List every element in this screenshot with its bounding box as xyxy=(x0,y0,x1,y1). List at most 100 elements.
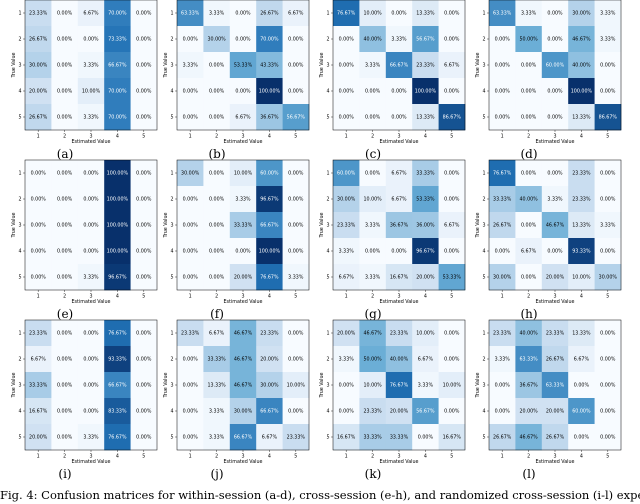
x-tick-label: 3 xyxy=(89,134,92,140)
heatmap-cell xyxy=(359,160,387,187)
y-tick-label: 3 xyxy=(170,223,173,229)
cell-value-label: 23.33% xyxy=(287,435,306,441)
heatmap-cell xyxy=(438,320,466,347)
cell-value-label: 0.00% xyxy=(600,331,616,337)
cell-value-label: 3.33% xyxy=(83,275,99,281)
cell-value-label: 0.00% xyxy=(57,63,73,69)
x-tick-label: 5 xyxy=(450,294,453,300)
y-tick-label: 3 xyxy=(326,383,329,389)
heatmap-cell xyxy=(359,212,387,239)
cell-value-label: 20.00% xyxy=(234,275,253,281)
cell-value-label: 23.33% xyxy=(337,223,356,229)
heatmap-cell xyxy=(568,26,595,53)
cell-value-label: 0.00% xyxy=(547,115,563,121)
cell-value-label: 0.00% xyxy=(495,115,511,121)
x-tick-label: 5 xyxy=(450,134,453,140)
heatmap-cell xyxy=(515,264,543,291)
cell-value-label: 66.67% xyxy=(108,63,127,69)
cell-value-label: 96.67% xyxy=(416,249,435,255)
y-tick-label: 3 xyxy=(170,63,173,69)
heatmap-cell xyxy=(385,78,413,105)
x-tick-label: 5 xyxy=(294,454,297,460)
heatmap-cell xyxy=(229,186,257,213)
heatmap-cell xyxy=(438,78,466,105)
cell-value-label: 93.33% xyxy=(572,249,591,255)
heatmap-cell xyxy=(594,320,622,347)
cell-value-label: 3.33% xyxy=(209,11,225,17)
y-tick-label: 3 xyxy=(482,383,485,389)
heatmap-cell xyxy=(438,0,466,27)
heatmap-cell xyxy=(333,160,360,187)
cell-value-label: 33.33% xyxy=(416,171,435,177)
heatmap-cell xyxy=(130,264,158,291)
cell-value-label: 0.00% xyxy=(136,11,152,17)
cell-value-label: 0.00% xyxy=(57,223,73,229)
panel-b: 63.33% 3.33% 0.00% 26.67% 6.67%0.00% 30.00% 0.… xyxy=(163,0,310,161)
heatmap-cell xyxy=(541,0,569,27)
heatmap-cell xyxy=(594,160,622,187)
heatmap-cell xyxy=(177,186,204,213)
panel-j: 23.33% 6.67% 46.67% 23.33% 0.00%0.00% 33.33% 4… xyxy=(163,319,310,481)
cell-value-label: 76.67% xyxy=(260,275,279,281)
heatmap-cell xyxy=(282,0,310,27)
heatmap-cell xyxy=(256,320,283,347)
heatmap-cell xyxy=(229,398,257,425)
cell-value-label: 0.00% xyxy=(57,171,73,177)
heatmap-cell xyxy=(104,346,131,373)
cell-value-label: 0.00% xyxy=(600,357,616,363)
y-tick-label: 1 xyxy=(482,11,485,17)
heatmap-cell xyxy=(177,212,204,239)
heatmap-cell xyxy=(438,52,466,79)
heatmap-cell xyxy=(333,398,360,425)
cell-value-label: 0.00% xyxy=(136,409,152,415)
cell-value-label: 0.00% xyxy=(521,223,537,229)
heatmap-cell xyxy=(438,238,466,265)
y-tick-label: 2 xyxy=(482,357,485,363)
heatmap-cell xyxy=(25,26,52,53)
heatmap-cell xyxy=(333,372,360,399)
heatmap-cell xyxy=(51,212,79,239)
heatmap-cell xyxy=(203,52,231,79)
cell-value-label: 13.33% xyxy=(416,115,435,121)
cell-value-label: 3.33% xyxy=(600,37,616,43)
cell-value-label: 0.00% xyxy=(209,63,225,69)
cell-value-label: 30.00% xyxy=(337,197,356,203)
heatmap-cell xyxy=(412,160,439,187)
cell-value-label: 0.00% xyxy=(288,37,304,43)
cell-value-label: 0.00% xyxy=(57,249,73,255)
x-tick-label: 3 xyxy=(241,294,244,300)
cell-value-label: 0.00% xyxy=(288,249,304,255)
y-tick-label: 5 xyxy=(18,435,21,441)
heatmap-cell xyxy=(489,52,516,79)
heatmap-cell xyxy=(594,264,622,291)
heatmap-cell xyxy=(203,0,231,27)
cell-value-label: 100.00% xyxy=(107,249,129,255)
heatmap-cell xyxy=(77,238,105,265)
cell-value-label: 46.67% xyxy=(234,331,253,337)
cell-value-label: 100.00% xyxy=(107,197,129,203)
heatmap-cell xyxy=(333,346,360,373)
cell-value-label: 6.67% xyxy=(418,357,434,363)
heatmap-cell xyxy=(385,346,413,373)
y-tick-label: 2 xyxy=(482,37,485,43)
heatmap-cell xyxy=(177,264,204,291)
heatmap-cell xyxy=(130,0,158,27)
heatmap-cell xyxy=(359,346,387,373)
heatmap-cell xyxy=(333,212,360,239)
heatmap-cell xyxy=(229,424,257,451)
y-axis-title: True Value xyxy=(163,53,169,79)
panel-f: 30.00% 0.00% 10.00% 60.00% 0.00%0.00% 0.00% 3.… xyxy=(163,159,310,321)
heatmap-cell xyxy=(489,264,516,291)
cell-value-label: 6.67% xyxy=(391,171,407,177)
cell-value-label: 6.67% xyxy=(444,223,460,229)
heatmap-cell xyxy=(412,104,439,131)
cell-value-label: 0.00% xyxy=(391,115,407,121)
heatmap-cell xyxy=(385,104,413,131)
x-tick-label: 2 xyxy=(215,454,218,460)
cell-value-label: 56.67% xyxy=(416,409,435,415)
cell-value-label: 6.67% xyxy=(262,435,278,441)
x-tick-label: 3 xyxy=(241,134,244,140)
cell-value-label: 16.67% xyxy=(443,435,462,441)
heatmap-cell xyxy=(333,78,360,105)
cell-value-label: 0.00% xyxy=(547,171,563,177)
